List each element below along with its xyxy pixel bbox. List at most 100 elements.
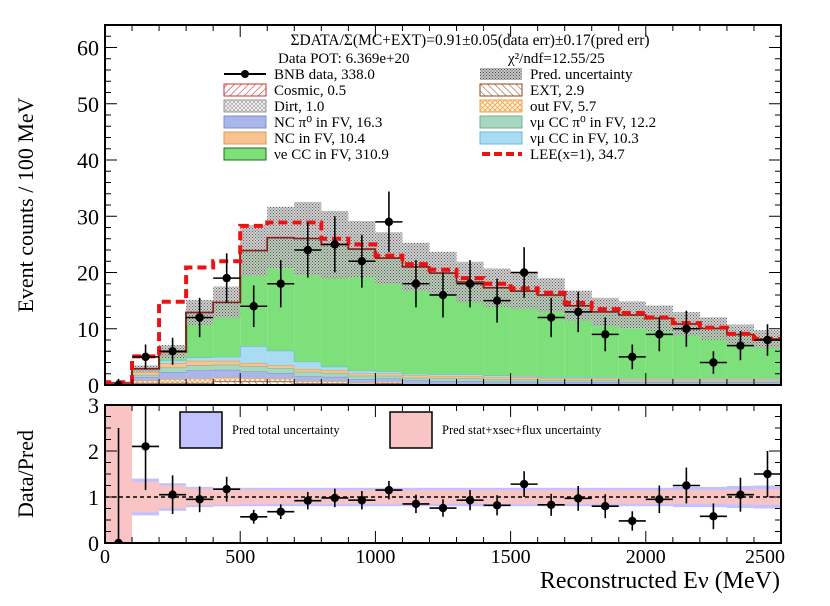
data-point-11: [411, 279, 421, 288]
stack-bar-5-20: [645, 379, 673, 381]
data-point-15: [519, 268, 529, 277]
stack-bar-4-6: [267, 368, 295, 374]
xtick-label-5: 2500: [745, 546, 785, 568]
stack-bar-2-10: [375, 381, 403, 384]
data-point-3: [195, 313, 204, 322]
stack-bar-3-10: [375, 378, 403, 382]
stack-bar-0-5: [240, 381, 268, 385]
stack-bar-2-5: [240, 378, 268, 382]
stack-bar-5-10: [375, 373, 403, 376]
legend-item-ncpi0: NC π⁰ in FV, 16.3: [223, 115, 382, 131]
stack-bar-4-18: [591, 379, 619, 383]
stack-bar-3-19: [618, 382, 646, 385]
legend-label-data: BNB data, 338.0: [274, 67, 375, 83]
stack-bar-6-22: [699, 377, 727, 380]
data-point-14: [492, 296, 502, 305]
data-point-17: [574, 307, 583, 317]
stack-bar-3-1: [132, 377, 160, 381]
stack-bar-4-19: [618, 380, 646, 383]
ratio-point-9: [357, 496, 367, 505]
ratio-point-12: [438, 503, 448, 513]
legend-item-numupi0: νμ CC π⁰ in FV, 12.2: [479, 115, 656, 131]
legend-item-outfv: out FV, 5.7: [479, 99, 597, 115]
stack-bar-3-7: [294, 376, 322, 382]
stack-bar-0-4: [213, 381, 241, 385]
legend-item-nc: NC in FV, 10.4: [223, 131, 365, 147]
ytick-label-top-0: 0: [88, 373, 99, 398]
stack-bar-3-8: [321, 376, 349, 382]
legend-item-ext: EXT, 2.9: [479, 83, 584, 99]
xtick-label-2: 1000: [355, 546, 395, 568]
stack-bar-4-22: [699, 380, 727, 383]
summary-line: ΣDATA/Σ(MC+EXT)=0.91±0.05(data err)±0.17…: [290, 32, 649, 49]
stack-bar-6-18: [591, 377, 619, 379]
ratio-point-19: [628, 516, 637, 526]
ratio-point-5: [249, 512, 258, 521]
ratio-point-0: [114, 538, 123, 543]
stack-bar-6-14: [483, 375, 511, 378]
stack-bar-3-6: [267, 373, 295, 379]
stack-bar-4-17: [564, 379, 592, 383]
stack-bar-2-2: [159, 379, 187, 383]
stack-bar-2-1: [132, 380, 160, 383]
stack-bar-6-23: [726, 377, 754, 380]
stack-bar-3-13: [456, 381, 484, 384]
data-point-0: [114, 380, 123, 385]
ytick-label-top-2: 20: [77, 261, 99, 286]
stack-bar-4-7: [294, 371, 322, 377]
lee-line: [105, 220, 781, 385]
stack-bar-6-15: [510, 376, 538, 378]
ratio-point-6: [276, 507, 285, 516]
data-point-13: [465, 279, 475, 288]
ytick-label-top-5: 50: [77, 92, 99, 117]
stack-bar-5-24: [753, 379, 781, 381]
stack-bar-2-4: [213, 377, 241, 382]
data-point-5: [249, 302, 258, 311]
xtick-label-4: 2000: [626, 546, 666, 568]
data-point-9: [357, 257, 367, 266]
stack-bar-3-16: [537, 382, 565, 385]
stack-bar-4-10: [375, 375, 403, 379]
ratio-point-15: [519, 479, 529, 489]
data-point-22: [709, 358, 718, 367]
main-histogram-panel: 0 10 20 30 40 50 60: [77, 24, 782, 398]
ytick-label-top-4: 40: [77, 148, 99, 173]
legend-label-dirt: Dirt, 1.0: [274, 99, 324, 115]
legend-item-numu: νμ CC in FV, 10.3: [479, 131, 639, 147]
legend-label-outfv: out FV, 5.7: [530, 99, 597, 115]
data-point-10: [384, 217, 394, 227]
stack-bar-5-6: [267, 365, 295, 369]
stack-bar-5-23: [726, 379, 754, 381]
ratio-point-10: [384, 485, 394, 495]
legend-label-nc: NC in FV, 10.4: [274, 131, 365, 147]
stack-bar-4-1: [132, 374, 160, 378]
stack-bar-5-21: [672, 379, 700, 381]
stack-bar-6-7: [294, 361, 322, 369]
ratio-legend-stat: Pred stat+xsec+flux uncertainty: [389, 411, 602, 449]
ratio-stat-band-22: [699, 490, 727, 504]
stack-bar-6-21: [672, 377, 700, 380]
stack-bar-3-23: [726, 382, 754, 385]
xtick-label-1: 500: [225, 546, 255, 568]
stack-bar-3-22: [699, 382, 727, 385]
stack-bar-5-17: [564, 378, 592, 380]
stack-bar-6-13: [456, 374, 484, 376]
stack-bar-6-10: [375, 371, 403, 374]
legend-label-lee: LEE(x=1), 34.7: [530, 147, 625, 163]
stack-bar-3-5: [240, 371, 268, 379]
ytick-label-top-3: 30: [77, 204, 99, 229]
ratio-point-17: [574, 494, 583, 503]
stack-bar-5-13: [456, 376, 484, 379]
stack-bar-3-17: [564, 382, 592, 385]
legend-item-pred-unc: Pred. uncertainty: [480, 67, 633, 83]
stack-bar-5-1: [132, 372, 160, 375]
ratio-point-24: [763, 469, 772, 479]
legend-label-numu: νμ CC in FV, 10.3: [530, 131, 639, 147]
stack-bar-4-4: [213, 364, 241, 370]
stack-bar-5-9: [348, 373, 376, 376]
chi2-label: χ²/ndf=12.55/25: [507, 51, 605, 67]
legend-label-ncpi0: NC π⁰ in FV, 16.3: [274, 115, 382, 131]
stack-bar-3-3: [186, 370, 214, 379]
stack-bar-4-8: [321, 372, 349, 377]
